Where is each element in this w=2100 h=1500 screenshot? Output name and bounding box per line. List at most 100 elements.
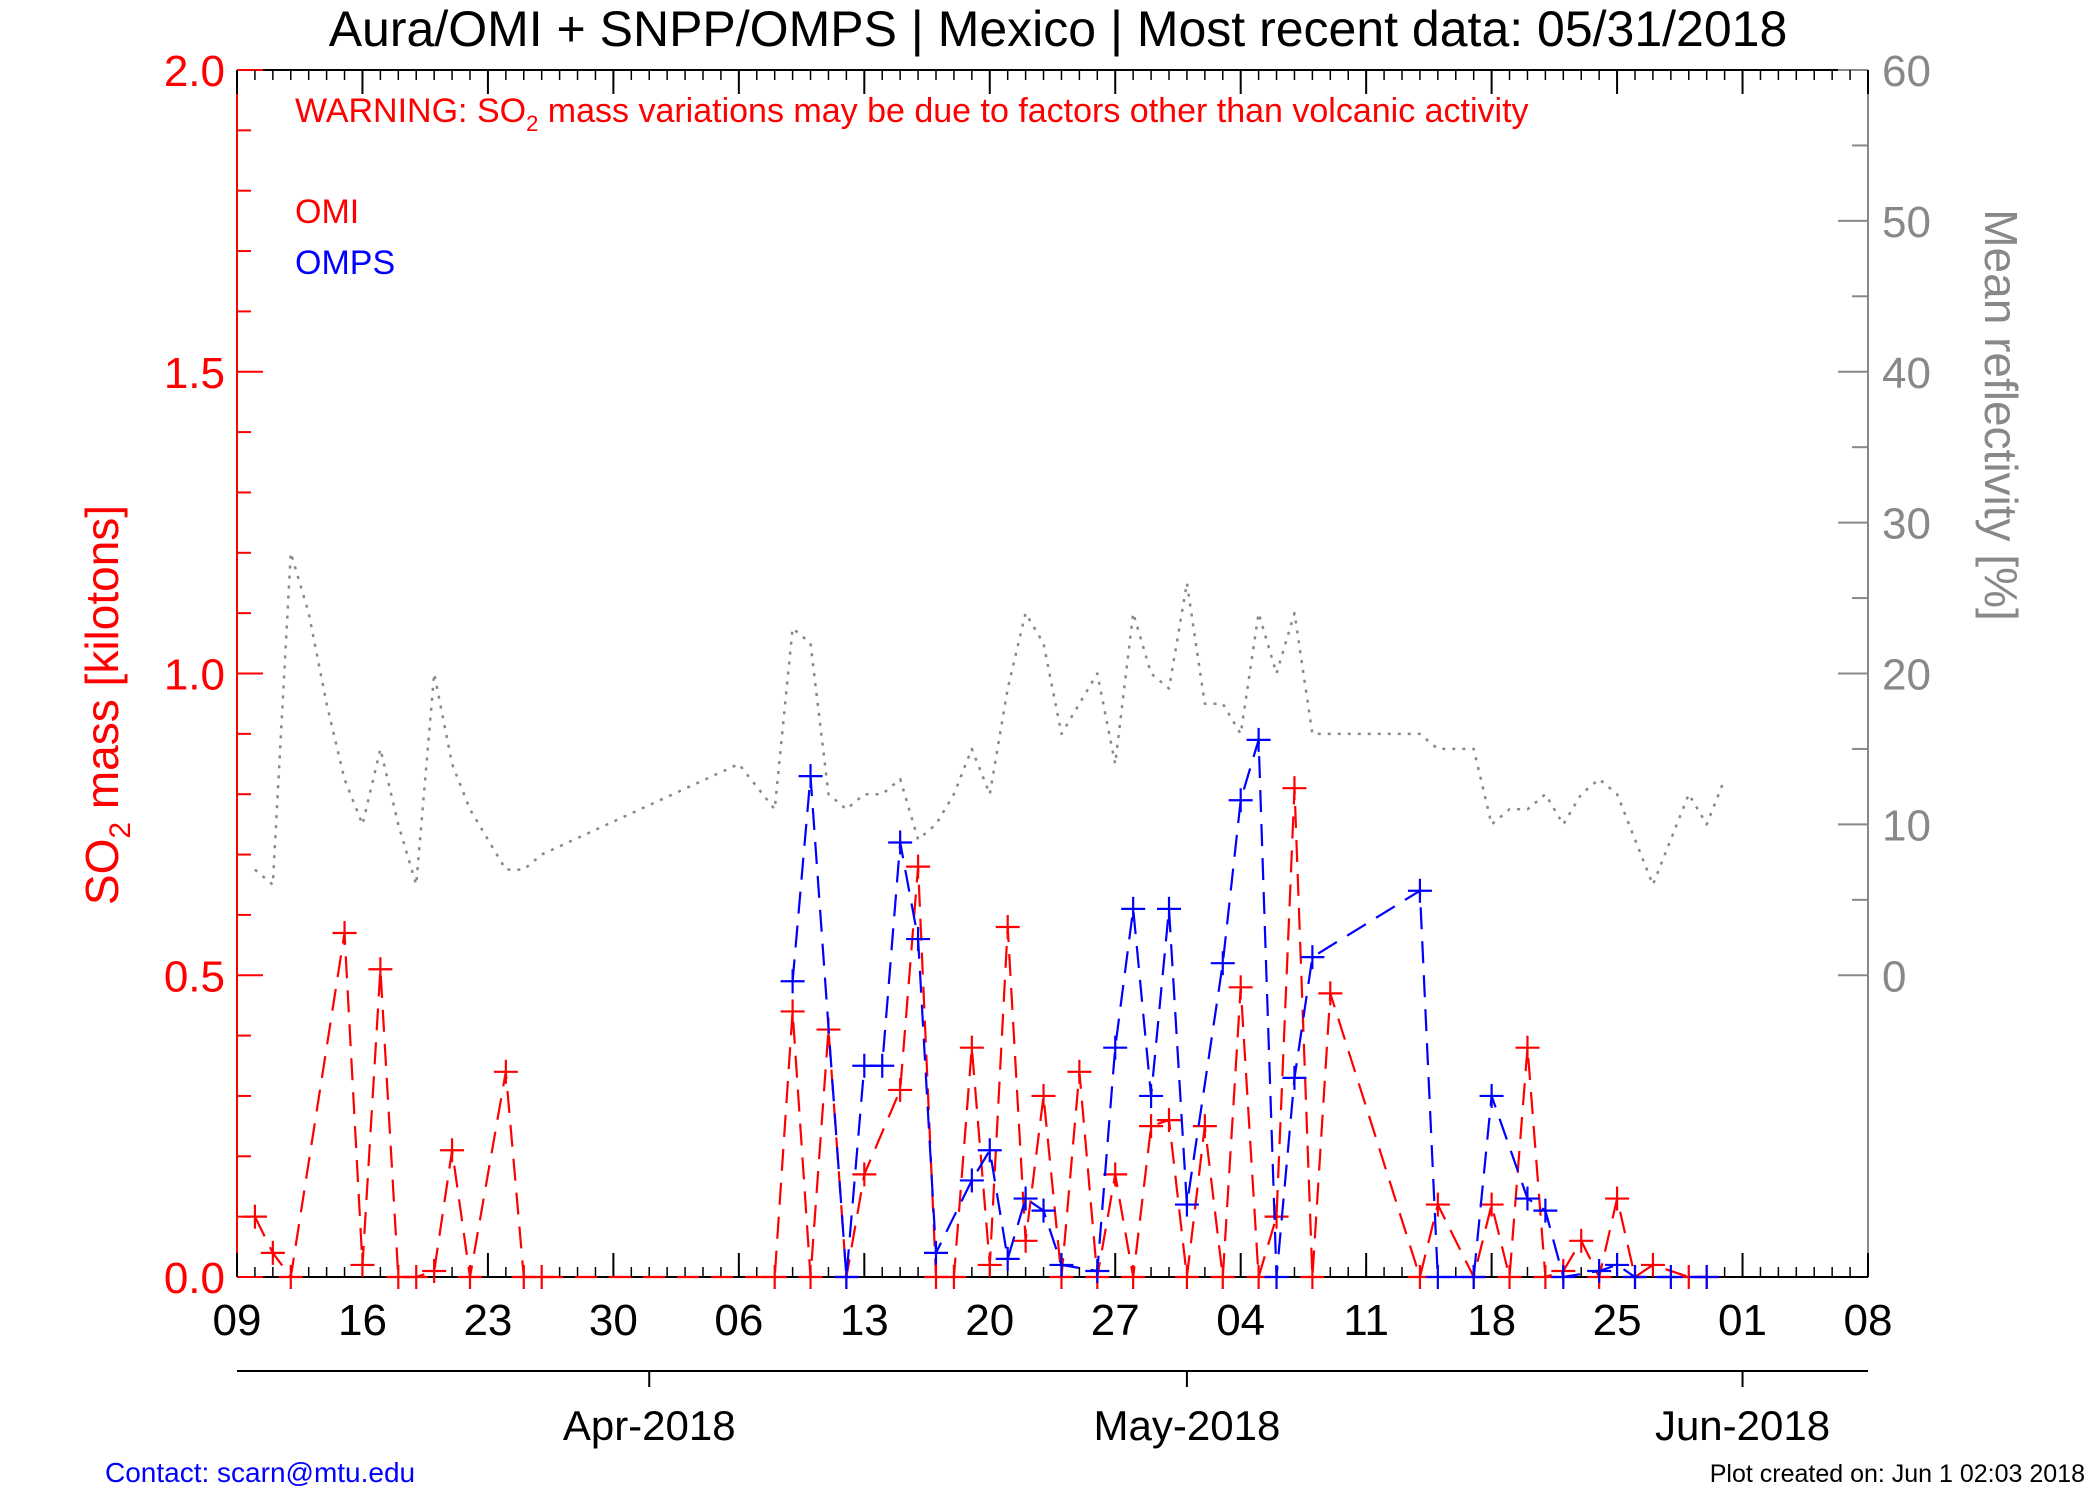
month-tick-label: Apr-2018 bbox=[563, 1402, 736, 1449]
data-point-omps bbox=[1085, 1258, 1110, 1283]
data-point-omps bbox=[1246, 727, 1271, 752]
x-tick-label: 01 bbox=[1718, 1296, 1767, 1345]
y-left-tick-label: 0.0 bbox=[164, 1254, 225, 1303]
x-tick-label: 30 bbox=[589, 1296, 638, 1345]
data-point-omps bbox=[1282, 1065, 1307, 1090]
data-point-omps bbox=[1461, 1265, 1486, 1289]
data-point-omi bbox=[1282, 776, 1307, 801]
data-point-omi bbox=[404, 1265, 429, 1289]
y-right-tick-label: 60 bbox=[1882, 47, 1931, 96]
data-point-omi bbox=[798, 1265, 823, 1289]
data-point-omi bbox=[1515, 1035, 1540, 1060]
data-point-omi bbox=[1318, 981, 1343, 1006]
data-point-omi bbox=[1569, 1228, 1594, 1253]
data-point-omi bbox=[1264, 1204, 1289, 1229]
y-left-tick-label: 0.5 bbox=[164, 952, 225, 1001]
data-point-omi bbox=[1174, 1265, 1199, 1289]
y-right-tick-label: 10 bbox=[1882, 801, 1931, 850]
y-left-tick-label: 1.5 bbox=[164, 349, 225, 398]
chart-title: Aura/OMI + SNPP/OMPS | Mexico | Most rec… bbox=[329, 1, 1788, 57]
data-point-omps bbox=[1031, 1198, 1056, 1223]
data-point-omi bbox=[529, 1265, 554, 1289]
ylabel-left-prefix: SO bbox=[76, 839, 128, 905]
data-point-omps bbox=[977, 1138, 1002, 1163]
y-left-tick-label: 2.0 bbox=[164, 47, 225, 96]
legend-omi: OMI bbox=[295, 193, 359, 231]
data-point-omps bbox=[1049, 1252, 1074, 1277]
data-point-omps bbox=[1157, 896, 1181, 921]
data-point-omps bbox=[1623, 1265, 1647, 1289]
data-point-omi bbox=[350, 1252, 375, 1277]
x-tick-label: 18 bbox=[1467, 1296, 1516, 1345]
data-point-omi bbox=[1157, 1108, 1181, 1133]
data-point-omps bbox=[1407, 878, 1432, 903]
data-point-omi bbox=[959, 1035, 984, 1060]
data-point-omi bbox=[1139, 1114, 1164, 1139]
data-point-omps bbox=[1479, 1083, 1504, 1108]
data-point-omps bbox=[1139, 1083, 1164, 1108]
data-point-omi bbox=[1031, 1083, 1056, 1108]
data-point-omi bbox=[888, 1077, 913, 1102]
contact-text: Contact: scarn@mtu.edu bbox=[105, 1457, 415, 1488]
data-point-omps bbox=[1210, 951, 1235, 976]
data-point-omps bbox=[1551, 1265, 1576, 1289]
data-point-omps bbox=[1228, 788, 1253, 813]
data-point-omps bbox=[870, 1053, 895, 1078]
data-point-omi bbox=[1103, 1162, 1128, 1187]
data-point-omi bbox=[906, 854, 931, 879]
data-point-omi bbox=[242, 1204, 267, 1229]
data-point-omi bbox=[780, 999, 805, 1024]
data-point-omi bbox=[1228, 975, 1253, 1000]
y-right-tick-label: 0 bbox=[1882, 952, 1906, 1001]
data-point-omi bbox=[941, 1265, 966, 1289]
series-line-omi bbox=[253, 787, 1707, 1279]
data-point-omps bbox=[1300, 945, 1325, 970]
data-point-omi bbox=[1210, 1265, 1235, 1289]
data-point-omi bbox=[1192, 1114, 1217, 1139]
x-tick-label: 20 bbox=[965, 1296, 1014, 1345]
warning-suffix: mass variations may be due to factors ot… bbox=[538, 92, 1528, 130]
warning-text: WARNING: SO2 mass variations may be due … bbox=[295, 92, 1529, 136]
data-point-omps bbox=[1533, 1198, 1558, 1223]
plot-created-text: Plot created on: Jun 1 02:03 2018 bbox=[1710, 1460, 2085, 1488]
series-line-omps bbox=[791, 738, 1707, 1279]
data-point-omps bbox=[906, 927, 931, 952]
data-point-omps bbox=[1658, 1265, 1683, 1289]
data-point-omi bbox=[1479, 1192, 1504, 1217]
data-point-omps bbox=[1174, 1192, 1199, 1217]
x-tick-label: 23 bbox=[463, 1296, 512, 1345]
data-point-omi bbox=[852, 1162, 877, 1187]
x-tick-label: 25 bbox=[1593, 1296, 1642, 1345]
data-point-omi bbox=[1425, 1192, 1450, 1217]
x-tick-label: 06 bbox=[714, 1296, 763, 1345]
data-point-omi bbox=[762, 1265, 787, 1289]
data-point-omps bbox=[995, 1246, 1020, 1271]
series-line-reflectivity bbox=[254, 551, 1726, 886]
data-point-omi bbox=[493, 1059, 518, 1084]
x-tick-label: 27 bbox=[1091, 1296, 1140, 1345]
warning-prefix: WARNING: SO bbox=[295, 92, 526, 130]
data-point-omps bbox=[959, 1168, 984, 1193]
data-point-omps bbox=[1264, 1265, 1289, 1289]
data-point-omps bbox=[798, 764, 823, 789]
legend-omps: OMPS bbox=[295, 244, 395, 282]
x-tick-label: 11 bbox=[1343, 1296, 1389, 1345]
data-point-omi bbox=[368, 957, 393, 982]
data-point-omps bbox=[1103, 1035, 1128, 1060]
y-right-tick-label: 20 bbox=[1882, 651, 1931, 700]
data-point-omi bbox=[1640, 1252, 1665, 1277]
y-right-tick-label: 50 bbox=[1882, 198, 1931, 247]
y-right-tick-label: 30 bbox=[1882, 500, 1931, 549]
data-point-omi bbox=[995, 914, 1020, 939]
x-tick-label: 16 bbox=[338, 1296, 387, 1345]
data-point-omi bbox=[260, 1240, 285, 1265]
data-point-omps bbox=[1587, 1258, 1612, 1283]
data-point-omps bbox=[834, 1265, 859, 1289]
y-right-tick-label: 40 bbox=[1882, 349, 1931, 398]
month-tick-label: Jun-2018 bbox=[1655, 1402, 1830, 1449]
x-tick-label: 04 bbox=[1216, 1296, 1265, 1345]
data-marks bbox=[242, 551, 1726, 1289]
data-point-omps bbox=[1425, 1265, 1450, 1289]
